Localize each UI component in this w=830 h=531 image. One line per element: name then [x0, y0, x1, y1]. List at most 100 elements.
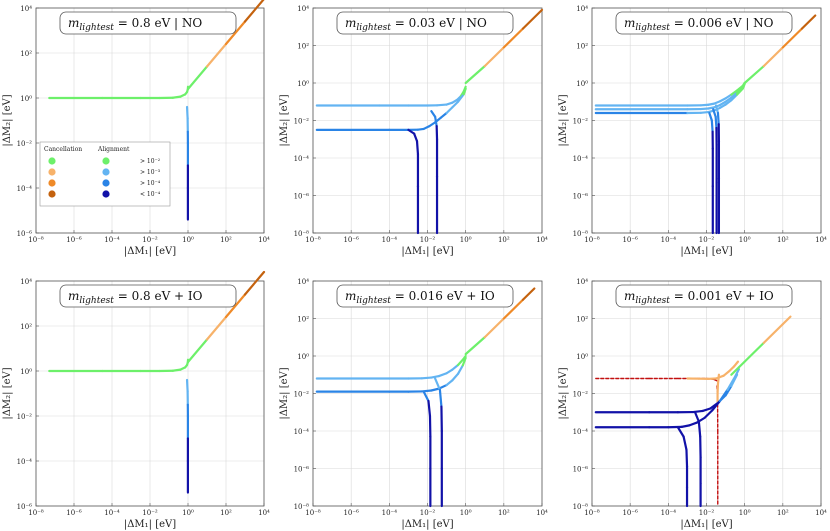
y-tick-label: 10⁻⁴: [17, 185, 33, 193]
title-m: m: [345, 289, 356, 303]
series-segment: [726, 375, 737, 391]
chart-panel-4: 10⁻⁸ 10⁻⁶ 10⁻⁴ 10⁻² 10⁰ 10² 10⁴10⁻⁶10⁻⁴10⁻²10⁰…: [2, 270, 270, 530]
chart-panel-1: 10⁻⁸ 10⁻⁶ 10⁻⁴ 10⁻² 10⁰ 10² 10⁴10⁻⁶10⁻⁴10⁻²10⁰…: [2, 0, 270, 257]
y-tick-label: 10⁻⁶: [17, 503, 33, 511]
series-segment: [800, 14, 817, 30]
x-tick-label: 10⁻⁸: [28, 509, 44, 517]
y-tick-label: 10⁻²: [294, 118, 310, 126]
x-tick-label: 10²: [498, 509, 510, 517]
series-segment: [407, 128, 416, 135]
series-segment: [741, 82, 746, 90]
series-segment: [437, 372, 448, 378]
series-segment: [781, 315, 792, 326]
title-sub: lightest: [635, 296, 670, 306]
series-segment: [434, 115, 438, 128]
chart-panel-2: 10⁻⁸ 10⁻⁶ 10⁻⁴ 10⁻² 10⁰ 10² 10⁴ 10⁻⁸ 10⁻⁶ 10⁻⁴ 10⁻…: [279, 5, 548, 257]
series-spike-2: [434, 377, 443, 508]
x-tick-label: 10⁻⁸: [305, 509, 321, 517]
x-tick-label: 10⁰: [182, 509, 194, 517]
y-tick-label: 10⁻²: [294, 391, 310, 399]
series-segment: [728, 365, 736, 373]
y-tick-label: 10⁰: [20, 368, 32, 376]
series-segment: [521, 8, 544, 30]
title-m: m: [68, 16, 79, 30]
chart-panel-6: 10⁻⁸ 10⁻⁶ 10⁻⁴ 10⁻² 10⁰ 10² 10⁴ 10⁻⁸ 10⁻⁶ 10⁻⁴ 10⁻…: [558, 278, 827, 530]
series-upper: [464, 287, 536, 356]
x-tick-label: 10⁻²: [142, 236, 158, 244]
y-axis-label: |ΔM₂| [eV]: [279, 94, 290, 146]
x-axis-label: |ΔM₁| [eV]: [401, 519, 453, 530]
y-tick-label: 10⁰: [576, 353, 588, 361]
series-spike-1: [422, 390, 432, 508]
x-tick-label: 10⁻⁸: [584, 236, 600, 244]
series-segment: [428, 121, 437, 128]
legend-marker-alignment: [102, 157, 110, 165]
y-tick-label: 10⁻⁴: [294, 428, 310, 436]
series-plateau-1: [315, 85, 467, 107]
series-plateau: [48, 85, 190, 100]
y-tick-label: 10⁻⁴: [294, 155, 310, 163]
x-tick-label: 10⁻⁶: [343, 236, 359, 244]
title-box: [615, 284, 793, 308]
series-segment: [185, 105, 189, 120]
series-peach-spike: [716, 373, 721, 404]
series-segment: [502, 27, 525, 49]
series-segment: [699, 103, 710, 107]
series-segment: [438, 388, 443, 408]
series-segment: [451, 372, 460, 382]
x-tick-label: 10²: [220, 236, 232, 244]
series-segment: [743, 341, 765, 363]
series-segment: [430, 110, 437, 118]
x-tick-label: 10⁻²: [699, 509, 715, 517]
title-sub: lightest: [356, 23, 391, 33]
panel-title: mlightest = 0.016 eV + IO: [345, 289, 495, 306]
y-tick-label: 10²: [576, 43, 588, 51]
series-segment: [730, 89, 739, 96]
series-spike-2: [712, 108, 718, 235]
series-segment: [718, 388, 729, 403]
x-axis-label: |ΔM₁| [eV]: [680, 519, 732, 530]
legend-entry-label: > 10⁻²: [140, 158, 161, 165]
series-segment: [427, 399, 432, 418]
x-tick-label: 10⁻⁶: [622, 236, 638, 244]
series-segment: [464, 65, 486, 85]
series-segment: [733, 360, 740, 368]
x-tick-label: 10⁴: [815, 509, 827, 517]
y-axis-label: |ΔM₂| [eV]: [558, 367, 569, 419]
series-segment: [171, 368, 182, 372]
title-box: [336, 11, 514, 35]
y-tick-label: 10⁻⁶: [573, 466, 589, 474]
series-spike-3: [714, 104, 721, 235]
legend-entry-label: > 10⁻⁴: [140, 180, 161, 187]
chart-panel-3: 10⁻⁸ 10⁻⁶ 10⁻⁴ 10⁻² 10⁰ 10² 10⁴ 10⁻⁸ 10⁻⁶ 10⁻⁴ 10⁻…: [558, 5, 827, 257]
series-segment: [420, 376, 433, 380]
series-segment: [439, 111, 448, 119]
series-spike-1: [407, 128, 420, 235]
title-box: [615, 11, 793, 35]
series-segment: [714, 115, 718, 130]
y-tick-label: 10⁻²: [17, 140, 33, 148]
series-segment: [462, 87, 467, 96]
x-tick-label: 10⁻⁸: [28, 236, 44, 244]
title-rest: = 0.016 eV + IO: [391, 289, 495, 303]
title-box: [59, 11, 237, 35]
x-tick-label: 10⁻⁶: [343, 509, 359, 517]
series-segment: [224, 20, 247, 46]
series-segment: [724, 384, 733, 397]
legend-marker-cancellation: [48, 168, 56, 176]
title-rest: = 0.006 eV | NO: [670, 16, 774, 30]
series-segment: [710, 119, 714, 133]
y-tick-label: 10²: [20, 50, 32, 58]
series-segment: [711, 399, 721, 412]
x-tick-label: 10⁻⁸: [584, 509, 600, 517]
panel-title: mlightest = 0.8 eV + IO: [68, 289, 203, 306]
title-rest: = 0.8 eV | NO: [114, 16, 203, 30]
x-tick-label: 10⁻⁴: [382, 236, 398, 244]
y-tick-label: 10⁰: [576, 80, 588, 88]
x-tick-label: 10⁰: [739, 509, 751, 517]
series-upper: [464, 8, 544, 85]
panel-title: mlightest = 0.8 eV | NO: [68, 16, 202, 33]
series-segment: [445, 379, 454, 387]
y-tick-label: 10⁻⁴: [573, 428, 589, 436]
